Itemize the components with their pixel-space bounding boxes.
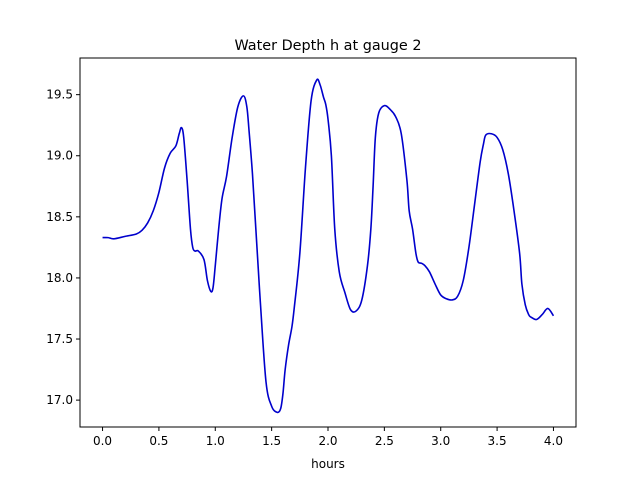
- chart-title: Water Depth h at gauge 2: [234, 38, 421, 54]
- plot-layer: [102, 78, 555, 414]
- x-tick-label: 0.0: [93, 434, 112, 448]
- x-tick-label: 1.0: [206, 434, 225, 448]
- x-tick-label: 4.0: [544, 434, 563, 448]
- y-tick-label: 19.0: [46, 149, 73, 163]
- y-tick-label: 19.5: [46, 88, 73, 102]
- x-tick-label: 1.5: [262, 434, 281, 448]
- y-axis: 17.0 17.5 18.0 18.5 19.0 19.5: [46, 88, 80, 407]
- y-tick-label: 17.0: [46, 393, 73, 407]
- x-axis: 0.0 0.5 1.0 1.5 2.0 2.5 3.0 3.5 4.0: [93, 427, 563, 448]
- x-tick-label: 0.5: [149, 434, 168, 448]
- y-tick-label: 18.5: [46, 210, 73, 224]
- x-tick-label: 3.0: [431, 434, 450, 448]
- x-tick-label: 3.5: [488, 434, 507, 448]
- y-tick-label: 17.5: [46, 332, 73, 346]
- x-tick-label: 2.0: [318, 434, 337, 448]
- x-tick-label: 2.5: [375, 434, 394, 448]
- series-line-0: [102, 78, 555, 414]
- x-axis-label: hours: [311, 457, 345, 471]
- y-tick-label: 18.0: [46, 271, 73, 285]
